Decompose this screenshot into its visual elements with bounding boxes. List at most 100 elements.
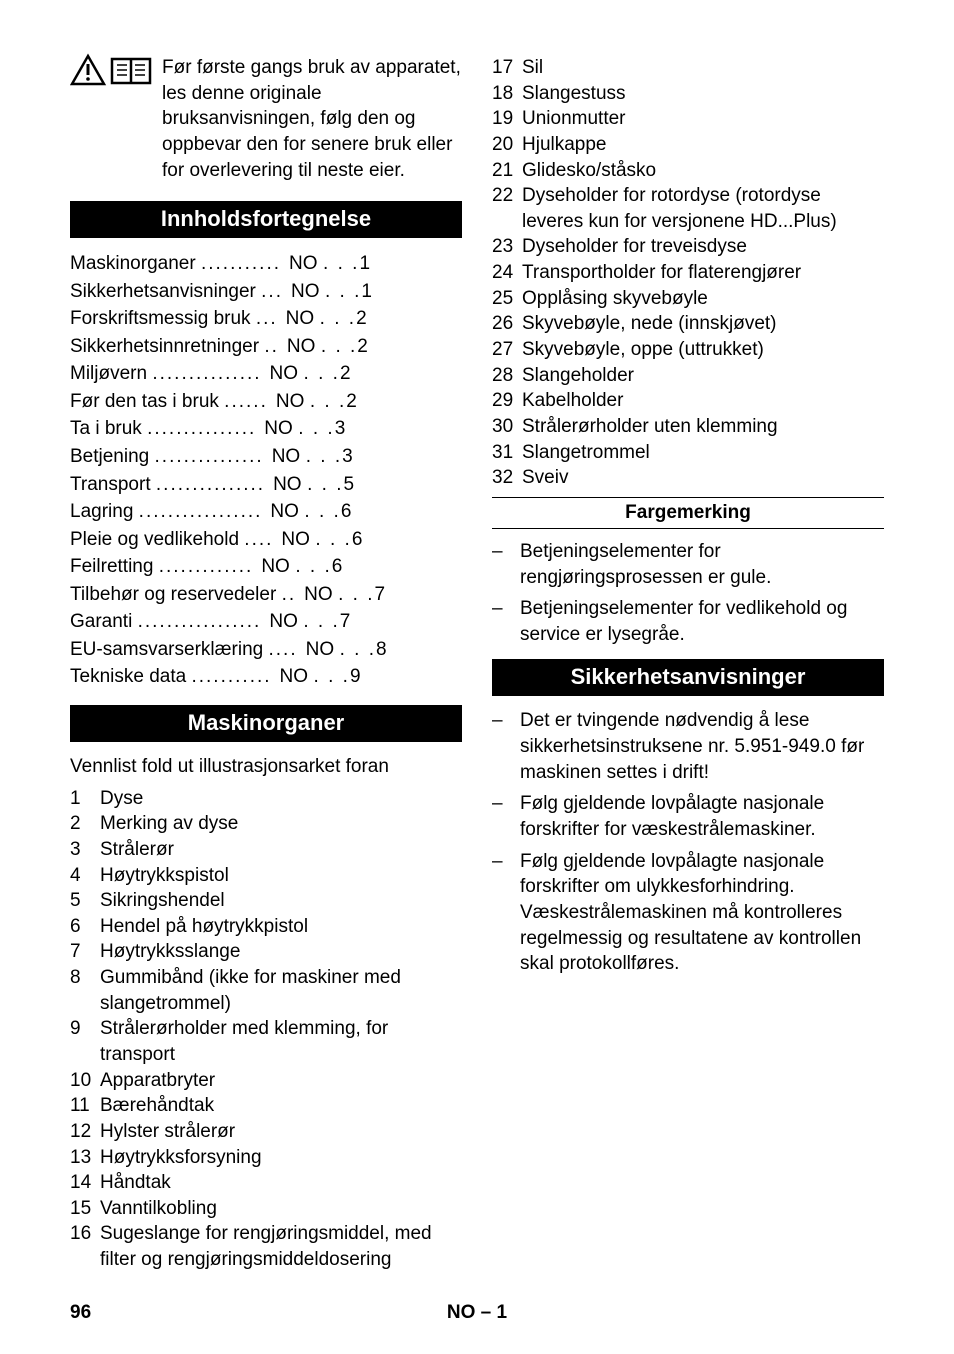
safety-list: Det er tvingende nødvendig å lese sikker… — [492, 708, 884, 976]
toc-lang: NO — [286, 305, 320, 333]
toc-lang: NO — [264, 415, 298, 443]
toc-lang: NO — [270, 498, 304, 526]
toc-label: Ta i bruk ............... — [70, 415, 256, 443]
toc-label: Tilbehør og reservedeler .. — [70, 581, 296, 609]
toc-row: Pleie og vedlikehold ....NO . . .6 — [70, 526, 462, 554]
toc-lang: NO — [261, 553, 295, 581]
table-of-contents: Maskinorganer ...........NO . . .1 Sikker… — [70, 250, 462, 691]
toc-label: Lagring ................. — [70, 498, 262, 526]
toc-lang: NO — [281, 526, 315, 554]
toc-lang: NO — [289, 250, 323, 278]
intro-text: Før første gangs bruk av apparatet, les … — [162, 55, 462, 183]
list-item: Gummibånd (ikke for maskiner med slanget… — [100, 965, 462, 1016]
list-item: Apparatbryter — [100, 1068, 462, 1094]
list-item: Glidesko/ståsko — [522, 158, 884, 184]
list-item: Slangeholder — [522, 363, 884, 389]
list-item: Sikringshendel — [100, 888, 462, 914]
list-item: Hjulkappe — [522, 132, 884, 158]
list-item: Transportholder for flaterengjører — [522, 260, 884, 286]
toc-label: Før den tas i bruk ...... — [70, 388, 268, 416]
toc-page: 2 — [357, 333, 368, 361]
color-header: Fargemerking — [492, 497, 884, 529]
list-item: Dyseholder for treveisdyse — [522, 234, 884, 260]
toc-lang: NO — [269, 608, 303, 636]
list-item: Unionmutter — [522, 106, 884, 132]
toc-header: Innholdsfortegnelse — [70, 201, 462, 238]
toc-label: Feilretting ............. — [70, 553, 253, 581]
toc-page: 6 — [352, 526, 363, 554]
list-item: Vanntilkobling — [100, 1196, 462, 1222]
toc-label: Sikkerhetsinnretninger .. — [70, 333, 279, 361]
page-footer: 96 NO – 1 — [70, 1302, 884, 1324]
list-item: Slangetrommel — [522, 440, 884, 466]
toc-label: Forskriftsmessig bruk ... — [70, 305, 278, 333]
right-column: SilSlangestussUnionmutterHjulkappeGlides… — [492, 55, 884, 1273]
list-item: Merking av dyse — [100, 811, 462, 837]
page-number-left: 96 — [70, 1302, 91, 1324]
color-coding-list: Betjeningselementer for rengjøringsprose… — [492, 539, 884, 648]
intro-block: Før første gangs bruk av apparatet, les … — [70, 55, 462, 183]
parts-header: Maskinorganer — [70, 705, 462, 742]
toc-label: Transport ............... — [70, 471, 265, 499]
list-item: Sveiv — [522, 465, 884, 491]
list-item: Betjeningselementer for rengjøringsprose… — [520, 539, 884, 590]
toc-row: Forskriftsmessig bruk ...NO . . .2 — [70, 305, 462, 333]
toc-lang: NO — [272, 443, 306, 471]
toc-label: Miljøvern ............... — [70, 360, 262, 388]
parts-list-right: SilSlangestussUnionmutterHjulkappeGlides… — [492, 55, 884, 491]
toc-page: 5 — [343, 471, 354, 499]
list-item: Strålerørholder med klemming, for transp… — [100, 1016, 462, 1067]
parts-list-left: DyseMerking av dyseStrålerørHøytrykkspis… — [70, 786, 462, 1273]
toc-label: Garanti ................. — [70, 608, 261, 636]
toc-row: Maskinorganer ...........NO . . .1 — [70, 250, 462, 278]
list-item: Dyse — [100, 786, 462, 812]
toc-row: Miljøvern ...............NO . . .2 — [70, 360, 462, 388]
toc-row: Tekniske data ...........NO . . .9 — [70, 663, 462, 691]
list-item: Sugeslange for rengjøringsmiddel, med fi… — [100, 1221, 462, 1272]
toc-row: Ta i bruk ...............NO . . .3 — [70, 415, 462, 443]
toc-lang: NO — [291, 278, 325, 306]
toc-row: Transport ...............NO . . .5 — [70, 471, 462, 499]
list-item: Opplåsing skyvebøyle — [522, 286, 884, 312]
toc-page: 2 — [356, 305, 367, 333]
list-item: Slangestuss — [522, 81, 884, 107]
toc-lang: NO — [304, 581, 338, 609]
toc-label: Tekniske data ........... — [70, 663, 272, 691]
list-item: Høytrykksforsyning — [100, 1145, 462, 1171]
toc-row: Sikkerhetsinnretninger ..NO . . .2 — [70, 333, 462, 361]
list-item: Skyvebøyle, oppe (uttrukket) — [522, 337, 884, 363]
list-item: Det er tvingende nødvendig å lese sikker… — [520, 708, 884, 785]
toc-label: Betjening ............... — [70, 443, 264, 471]
list-item: Strålerørholder uten klemming — [522, 414, 884, 440]
toc-page: 8 — [376, 636, 387, 664]
toc-page: 6 — [332, 553, 343, 581]
toc-page: 3 — [342, 443, 353, 471]
toc-row: EU-samsvarserklæring ....NO . . .8 — [70, 636, 462, 664]
toc-label: EU-samsvarserklæring .... — [70, 636, 298, 664]
toc-lang: NO — [270, 360, 304, 388]
toc-lang: NO — [280, 663, 314, 691]
toc-row: Betjening ...............NO . . .3 — [70, 443, 462, 471]
toc-page: 1 — [359, 250, 370, 278]
toc-lang: NO — [306, 636, 340, 664]
toc-label: Pleie og vedlikehold .... — [70, 526, 273, 554]
toc-row: Før den tas i bruk ......NO . . .2 — [70, 388, 462, 416]
toc-lang: NO — [276, 388, 310, 416]
parts-lead: Vennlist fold ut illustrasjonsarket fora… — [70, 754, 462, 780]
toc-page: 7 — [340, 608, 351, 636]
safety-header: Sikkerhetsanvisninger — [492, 659, 884, 696]
list-item: Sil — [522, 55, 884, 81]
toc-page: 7 — [375, 581, 386, 609]
page-number-center: NO – 1 — [447, 1302, 507, 1324]
list-item: Bærehåndtak — [100, 1093, 462, 1119]
list-item: Strålerør — [100, 837, 462, 863]
list-item: Hylster strålerør — [100, 1119, 462, 1145]
left-column: Før første gangs bruk av apparatet, les … — [70, 55, 462, 1273]
list-item: Følg gjeldende lovpålagte nasjonale fors… — [520, 791, 884, 842]
list-item: Håndtak — [100, 1170, 462, 1196]
toc-page: 2 — [346, 388, 357, 416]
list-item: Høytrykksslange — [100, 939, 462, 965]
toc-lang: NO — [273, 471, 307, 499]
toc-row: Feilretting .............NO . . .6 — [70, 553, 462, 581]
warning-manual-icon — [70, 53, 154, 181]
